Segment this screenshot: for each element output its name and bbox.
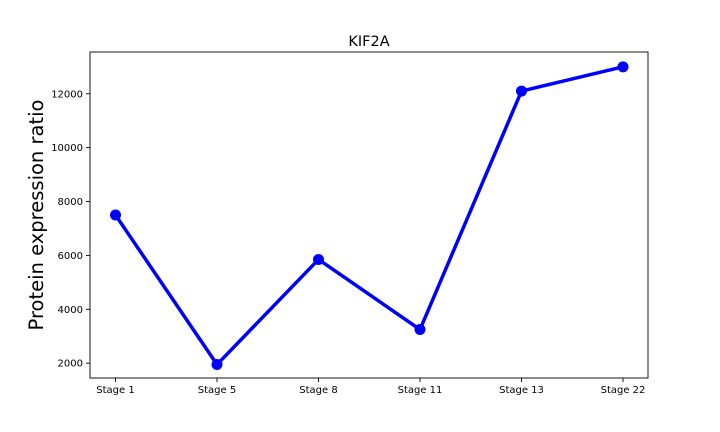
- series-line: [113, 65, 625, 367]
- data-point: [313, 253, 324, 265]
- axes-frame: [89, 51, 649, 379]
- data-point: [414, 324, 426, 336]
- x-tick-label: Stage 1: [96, 385, 134, 396]
- data-point: [110, 209, 121, 221]
- x-tick-label: Stage 13: [499, 385, 544, 396]
- x-tick-label: Stage 5: [198, 385, 236, 396]
- y-tick-label: 4000: [58, 305, 83, 316]
- x-tick-label: Stage 22: [601, 385, 646, 396]
- y-tick-label: 2000: [58, 359, 83, 370]
- x-tick-label: Stage 8: [299, 385, 337, 396]
- data-point: [617, 61, 629, 73]
- x-tick-label: Stage 11: [398, 385, 443, 396]
- y-tick-label: 10000: [51, 143, 83, 154]
- data-point: [211, 359, 223, 371]
- data-point: [516, 85, 527, 97]
- chart-title: KIF2A: [348, 34, 389, 50]
- y-axis-ticks: 2000 4000 6000 8000 10000 12000: [51, 89, 90, 370]
- x-axis-ticks: Stage 1 Stage 5 Stage 8 Stage 11 Stage 13 Sta…: [96, 378, 645, 396]
- series-layer: [110, 61, 629, 371]
- y-axis-label: Protein expression ratio: [25, 100, 48, 331]
- y-tick-label: 6000: [58, 251, 83, 262]
- y-tick-label: 8000: [58, 197, 83, 208]
- y-tick-label: 12000: [51, 89, 83, 100]
